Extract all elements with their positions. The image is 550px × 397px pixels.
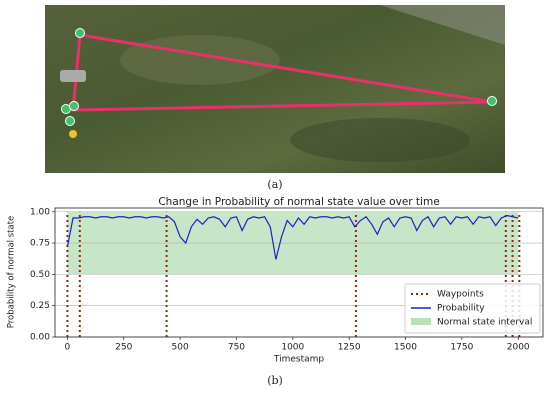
panel-label: (b) (267, 374, 283, 387)
x-axis-label: Timestamp (273, 355, 325, 365)
y-tick-label: 0.00 (30, 333, 50, 343)
x-tick-label: 250 (115, 343, 132, 353)
legend-label: Normal state interval (437, 318, 532, 328)
legend-box (404, 283, 541, 334)
panel-label: (a) (267, 178, 282, 191)
legend-label: Probability (437, 304, 485, 314)
x-tick-label: 1750 (450, 343, 473, 353)
x-tick-label: 2000 (507, 343, 530, 353)
satellite-image (45, 5, 505, 173)
x-tick-label: 750 (228, 343, 245, 353)
chart-title: Change in Probability of normal state va… (158, 196, 439, 208)
y-tick-label: 0.75 (30, 239, 50, 249)
x-tick-label: 500 (172, 343, 189, 353)
x-tick-label: 0 (65, 343, 71, 353)
x-tick-label: 1000 (281, 343, 304, 353)
legend-label: Waypoints (437, 290, 484, 300)
x-tick-label: 1250 (338, 343, 361, 353)
plot: 0.00 0.25 0.50 0.75 1.00 0 250 500 750 1000 1250 15… (30, 207, 544, 353)
y-axis-label: Probability of normal state (7, 216, 17, 329)
x-tick-label: 1500 (394, 343, 417, 353)
y-tick-label: 0.25 (30, 301, 50, 311)
y-tick-label: 1.00 (30, 207, 50, 217)
axes-frame (54, 207, 544, 338)
probability-line (66, 214, 519, 260)
y-tick-label: 0.50 (30, 270, 50, 280)
legend-swatch (411, 318, 431, 325)
